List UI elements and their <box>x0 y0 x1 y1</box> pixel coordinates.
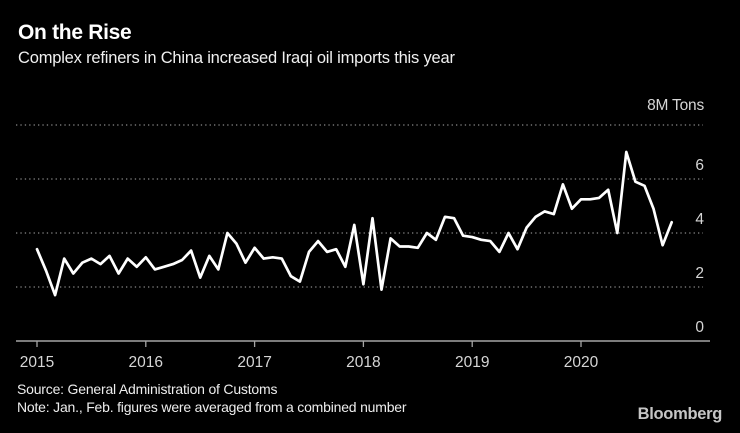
y-tick-label: 2 <box>695 265 704 282</box>
note-text: Note: Jan., Feb. figures were averaged f… <box>17 399 407 415</box>
x-tick-label: 2016 <box>129 354 163 371</box>
chart-subtitle: Complex refiners in China increased Iraq… <box>18 49 455 67</box>
bloomberg-logo: Bloomberg <box>637 405 723 423</box>
x-tick-label: 2017 <box>237 354 271 371</box>
x-tick-label: 2018 <box>346 354 380 371</box>
y-axis-unit-label: 8M Tons <box>647 97 704 114</box>
y-tick-label: 4 <box>695 211 704 228</box>
source-text: Source: General Administration of Custom… <box>17 381 278 397</box>
y-tick-label: 6 <box>695 157 704 174</box>
x-tick-label: 2019 <box>455 354 489 371</box>
page-title: On the Rise <box>18 21 132 44</box>
y-tick-label: 0 <box>695 319 704 336</box>
x-tick-label: 2020 <box>564 354 599 371</box>
x-tick-label: 2015 <box>20 354 54 371</box>
data-line-series <box>35 150 674 297</box>
